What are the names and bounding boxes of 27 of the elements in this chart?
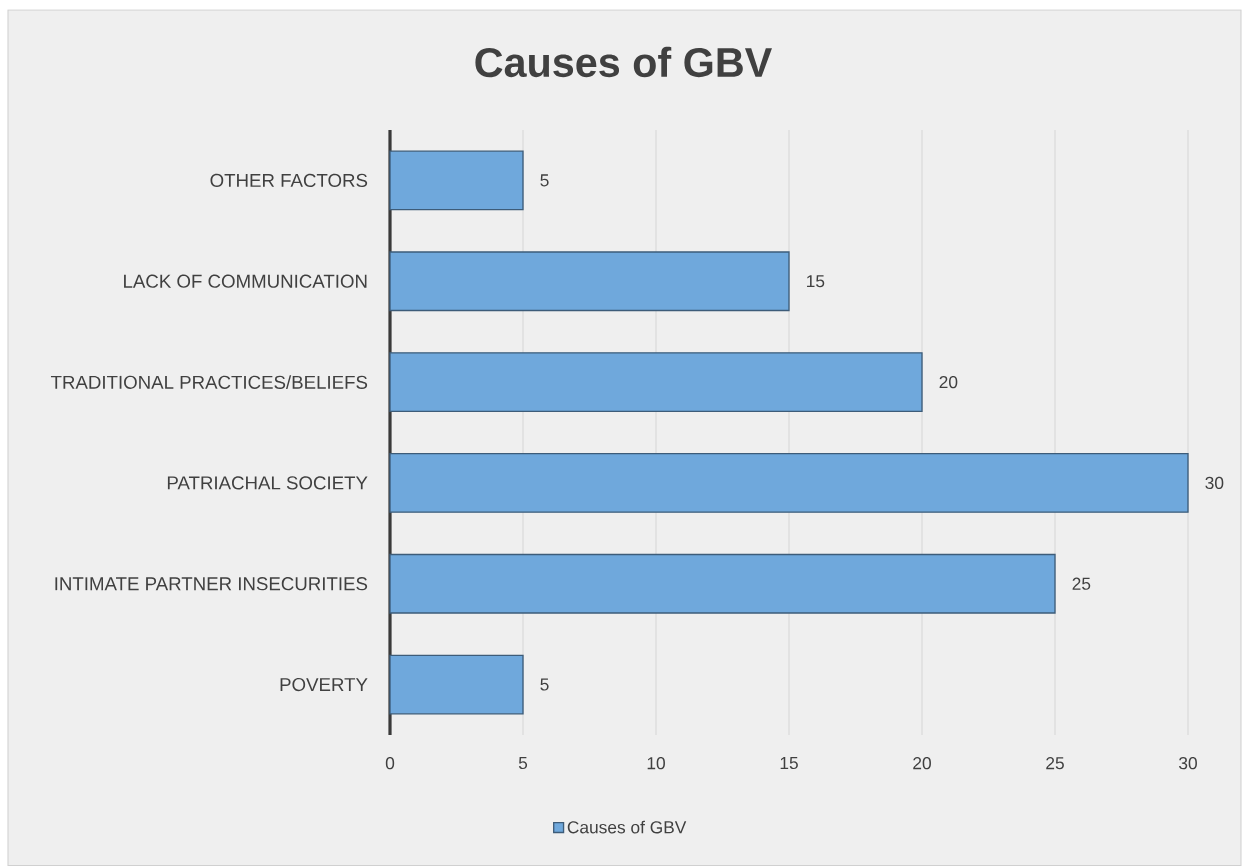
bar [389, 150, 524, 211]
legend-label: Causes of GBV [567, 820, 687, 834]
data-label: 15 [807, 275, 825, 288]
data-label: 20 [939, 375, 958, 389]
y-tick-label: OTHER FACTORS [210, 173, 368, 188]
x-tick-label: 10 [647, 757, 665, 770]
data-label: 5 [540, 678, 549, 691]
bar [389, 553, 1056, 614]
x-tick-label: 5 [518, 757, 528, 770]
x-tick-label: 25 [1046, 757, 1064, 770]
y-tick-label: TRADITIONAL PRACTICES/BELIEFS [50, 375, 368, 389]
bar [389, 352, 923, 412]
x-tick-label: 0 [385, 757, 395, 770]
x-tick-label: 30 [1179, 757, 1197, 770]
bar [389, 654, 524, 715]
data-label: 5 [540, 174, 549, 187]
x-tick-label: 15 [780, 757, 798, 770]
y-tick-label: LACK OF COMMUNICATION [124, 274, 367, 288]
bar [389, 251, 790, 312]
x-tick-label: 20 [913, 757, 931, 770]
bar [389, 452, 1189, 513]
data-label: 30 [1205, 476, 1224, 490]
chart-title: Causes of GBV [475, 46, 772, 78]
y-tick-label: POVERTY [280, 677, 368, 692]
y-tick-label: INTIMATE PARTNER INSECURITIES [55, 577, 368, 591]
y-tick-label: PATRIACHAL SOCIETY [167, 476, 368, 490]
data-label: 25 [1072, 577, 1091, 590]
